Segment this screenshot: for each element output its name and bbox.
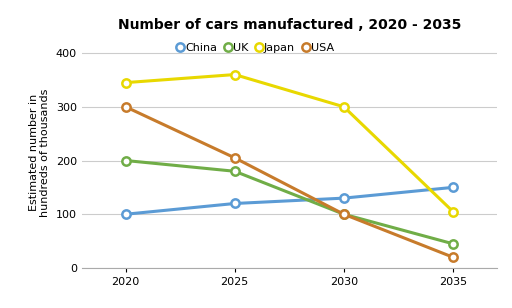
China xyxy=(450,185,456,189)
UK xyxy=(122,159,129,162)
Y-axis label: Estimated number in
hundreds of thousands: Estimated number in hundreds of thousand… xyxy=(29,88,50,217)
UK xyxy=(231,169,238,173)
UK xyxy=(450,242,456,246)
USA xyxy=(341,213,347,216)
Line: USA: USA xyxy=(121,103,457,261)
UK xyxy=(341,213,347,216)
China xyxy=(122,213,129,216)
USA xyxy=(450,255,456,259)
Japan xyxy=(450,210,456,213)
China xyxy=(341,196,347,200)
Japan xyxy=(341,105,347,109)
Title: Number of cars manufactured , 2020 - 2035: Number of cars manufactured , 2020 - 203… xyxy=(118,18,461,32)
Japan xyxy=(231,73,238,76)
Line: UK: UK xyxy=(121,156,457,248)
USA xyxy=(231,156,238,160)
China xyxy=(231,202,238,205)
Line: China: China xyxy=(121,183,457,218)
USA xyxy=(122,105,129,109)
Japan xyxy=(122,81,129,84)
Line: Japan: Japan xyxy=(121,71,457,216)
Legend: China, UK, Japan, USA: China, UK, Japan, USA xyxy=(179,43,334,53)
